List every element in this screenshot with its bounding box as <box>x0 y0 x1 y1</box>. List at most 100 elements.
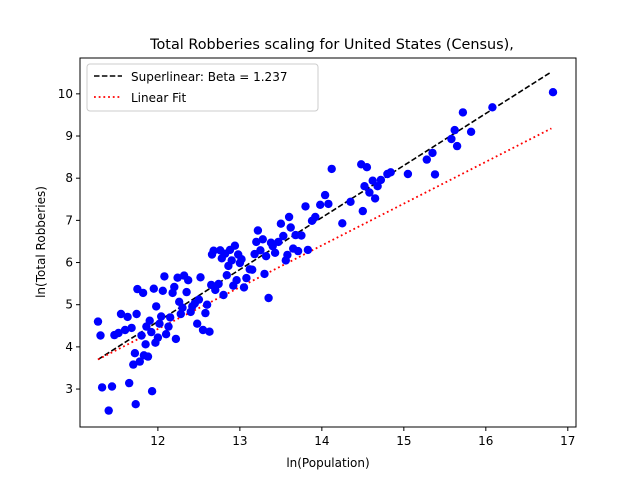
data-point <box>316 200 325 209</box>
data-point <box>338 219 347 228</box>
y-tick-label: 6 <box>65 256 73 270</box>
data-point <box>114 328 123 338</box>
data-point <box>376 175 386 185</box>
data-point <box>450 125 459 135</box>
data-point <box>178 303 187 312</box>
data-point <box>170 282 179 292</box>
data-point <box>466 127 476 136</box>
data-point <box>97 383 107 392</box>
data-point <box>157 312 166 321</box>
data-point <box>129 360 138 369</box>
data-point <box>279 231 288 241</box>
data-point <box>120 325 130 335</box>
series-layer <box>97 71 552 361</box>
data-point <box>301 202 310 211</box>
data-point <box>184 276 193 285</box>
data-point <box>138 288 148 298</box>
data-point <box>93 317 103 326</box>
data-point <box>403 169 413 179</box>
data-point <box>149 284 158 293</box>
data-point <box>232 276 241 285</box>
data-point <box>147 327 156 337</box>
data-point <box>131 400 140 409</box>
data-point <box>311 212 320 222</box>
data-point <box>430 170 440 179</box>
data-point <box>116 309 126 319</box>
y-tick-label: 7 <box>65 213 73 227</box>
data-point <box>153 333 163 342</box>
x-tick-label: 15 <box>396 434 411 448</box>
data-point <box>158 286 167 295</box>
data-point <box>239 283 249 292</box>
data-point <box>202 300 212 309</box>
data-point <box>362 163 372 172</box>
data-point <box>242 273 251 283</box>
data-point <box>258 235 267 244</box>
data-point <box>286 223 295 232</box>
data-point <box>373 182 382 191</box>
data-point <box>274 237 283 247</box>
data-point <box>386 168 395 177</box>
y-axis-label: ln(Total Robberies) <box>34 186 48 298</box>
y-axis: 3 4 5 6 7 8 9 10 <box>58 87 80 396</box>
data-point <box>96 331 105 340</box>
data-point <box>123 312 132 322</box>
data-point <box>230 241 240 250</box>
data-point <box>107 382 117 391</box>
x-tick-label: 13 <box>232 434 247 448</box>
data-point <box>253 226 263 235</box>
data-point <box>303 245 313 255</box>
data-point <box>260 269 269 279</box>
chart-title: Total Robberies scaling for United State… <box>149 37 514 53</box>
data-point <box>141 340 150 349</box>
data-point <box>160 272 169 281</box>
data-point <box>365 188 374 197</box>
data-point <box>135 357 144 366</box>
data-point <box>171 334 181 344</box>
data-point <box>346 197 355 206</box>
data-point <box>320 190 330 200</box>
data-point <box>488 103 497 112</box>
data-point <box>261 252 271 261</box>
data-point <box>284 212 294 222</box>
data-point <box>182 287 191 297</box>
series-line-0 <box>97 71 552 361</box>
legend-label-superlinear: Superlinear: Beta = 1.237 <box>131 70 287 84</box>
data-point <box>173 273 182 282</box>
data-point <box>194 295 204 304</box>
data-point <box>205 327 214 336</box>
x-axis-label: ln(Population) <box>286 456 369 470</box>
data-point <box>256 246 265 255</box>
data-point <box>548 88 558 97</box>
data-point <box>227 256 236 265</box>
data-point <box>147 387 157 396</box>
data-point <box>360 182 369 191</box>
series-line-1 <box>97 127 552 361</box>
data-point <box>252 237 261 247</box>
data-point <box>161 330 171 339</box>
data-point <box>248 265 257 274</box>
data-point <box>130 349 140 358</box>
data-point <box>193 319 202 328</box>
data-point <box>176 309 185 319</box>
data-point <box>452 141 462 151</box>
data-point <box>209 246 218 255</box>
data-point <box>166 313 175 322</box>
data-point <box>137 331 146 340</box>
data-point <box>297 231 306 240</box>
y-tick-label: 8 <box>65 171 73 185</box>
data-point <box>125 378 134 388</box>
data-point <box>143 352 153 361</box>
data-point <box>327 164 336 174</box>
x-tick-label: 17 <box>560 434 575 448</box>
x-axis: 12 13 14 15 16 17 <box>150 427 575 448</box>
data-point <box>293 246 303 256</box>
data-point <box>145 316 154 325</box>
scatter-points <box>93 88 558 415</box>
y-tick-label: 3 <box>65 382 73 396</box>
y-tick-label: 9 <box>65 129 73 143</box>
x-tick-label: 16 <box>478 434 493 448</box>
data-point <box>358 206 367 216</box>
data-point <box>104 406 113 415</box>
